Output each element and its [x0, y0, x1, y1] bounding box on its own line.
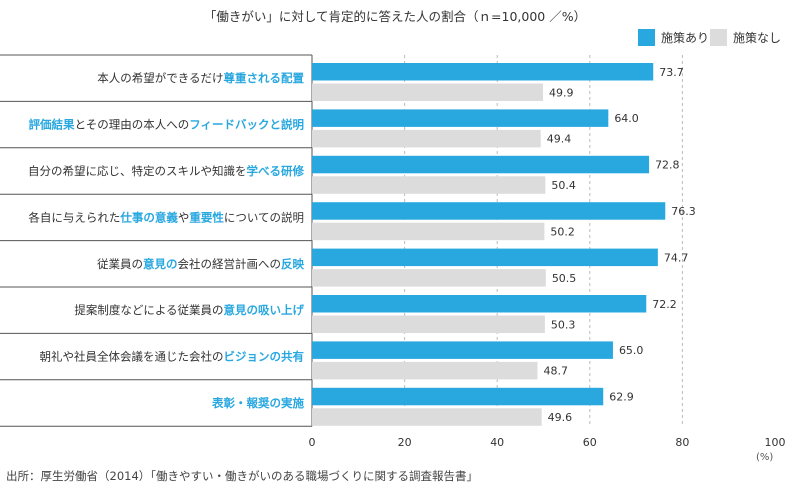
category-label-highlight: 意見の: [143, 257, 178, 271]
category-label-text: や: [178, 210, 190, 224]
category-label-text: とその理由の本人への: [75, 118, 190, 132]
bar-with-policy: [312, 341, 613, 359]
category-label: 従業員の意見の会社の経営計画への反映: [97, 257, 304, 271]
category-label-text: についての説明: [224, 210, 304, 224]
source-note: 出所：厚生労働省（2014）「働きやすい・働きがいのある職場づくりに関する調査報…: [6, 469, 479, 483]
bar-with-policy: [312, 63, 654, 81]
x-tick-label: 20: [398, 436, 412, 449]
category-label-highlight: 意見の吸い上げ: [224, 303, 305, 317]
category-label: 自分の希望に応じ、特定のスキルや知識を学べる研修: [28, 164, 304, 178]
category-label-text: 提案制度などによる従業員の: [74, 303, 223, 317]
bar-value-label: 65.0: [619, 344, 644, 357]
category-label-text: 各自に与えられた: [28, 210, 120, 224]
category-label-highlight: 尊重される配置: [224, 71, 305, 85]
category-label-text: 会社の経営計画への: [178, 257, 282, 271]
category-label: 表彰・報奨の実施: [211, 396, 304, 410]
bar-without-policy: [312, 176, 546, 194]
bar-value-label: 72.2: [652, 298, 677, 311]
bar-without-policy: [312, 361, 538, 380]
bar-value-label: 73.7: [659, 66, 684, 79]
bar-value-label: 72.8: [655, 159, 680, 172]
category-label-highlight: 評価結果: [29, 118, 75, 132]
bar-value-label: 49.4: [547, 133, 572, 146]
bar-value-label: 50.3: [551, 318, 576, 331]
category-label-highlight: フィードバックと説明: [189, 118, 304, 132]
bar-without-policy: [312, 222, 545, 241]
category-label: 各自に与えられた仕事の意義や重要性についての説明: [28, 210, 304, 224]
legend-item-with-policy: 施策あり: [638, 29, 709, 46]
category-label-text: 従業員の: [97, 257, 143, 271]
chart-title: 「働きがい」に対して肯定的に答えた人の割合（ｎ=10,000 ／%）: [203, 9, 587, 24]
bar-value-label: 49.9: [549, 86, 574, 99]
bar-value-label: 76.3: [671, 205, 696, 218]
bar-with-policy: [312, 248, 658, 267]
category-label-highlight: 反映: [281, 257, 304, 271]
bar-without-policy: [312, 269, 546, 287]
bar-value-label: 48.7: [543, 365, 568, 378]
x-tick-label: 60: [583, 436, 597, 449]
bar-value-label: 50.4: [551, 179, 576, 192]
category-label-highlight: 学べる研修: [247, 164, 305, 178]
category-label-highlight: 重要性: [189, 210, 224, 224]
category-label-highlight: 表彰・報奨の実施: [211, 396, 304, 410]
legend-swatch-without-policy: [710, 29, 727, 46]
bar-with-policy: [312, 202, 666, 220]
category-label-text: 自分の希望に応じ、特定のスキルや知識を: [28, 164, 247, 178]
x-tick-label: 100: [765, 436, 786, 449]
category-label: 提案制度などによる従業員の意見の吸い上げ: [74, 303, 304, 317]
category-label-text: 本人の希望ができるだけ: [97, 71, 223, 85]
legend-item-without-policy: 施策なし: [710, 29, 781, 46]
category-label-highlight: ビジョンの共有: [224, 350, 305, 364]
bar-without-policy: [312, 408, 542, 426]
category-label: 評価結果とその理由の本人へのフィードバックと説明: [29, 118, 304, 132]
x-tick-label: 40: [490, 436, 504, 449]
legend-label-with-policy: 施策あり: [661, 31, 710, 45]
bar-without-policy: [312, 315, 545, 333]
legend-label-without-policy: 施策なし: [733, 31, 782, 45]
x-tick-label: 80: [675, 436, 689, 449]
bar-value-label: 50.2: [550, 225, 575, 238]
category-label: 朝礼や社員全体会議を通じた会社のビジョンの共有: [40, 350, 305, 364]
category-label-highlight: 仕事の意義: [119, 210, 178, 224]
bar-without-policy: [312, 83, 544, 101]
x-tick-label: 0: [309, 436, 316, 449]
bar-without-policy: [312, 129, 541, 148]
bar-value-label: 74.7: [664, 251, 689, 264]
bar-value-label: 62.9: [609, 391, 634, 404]
bar-with-policy: [312, 295, 647, 313]
bar-with-policy: [312, 109, 609, 127]
category-label: 本人の希望ができるだけ尊重される配置: [97, 71, 304, 85]
bar-with-policy: [312, 387, 604, 406]
legend-swatch-with-policy: [638, 29, 655, 46]
bar-value-label: 64.0: [614, 112, 639, 125]
bar-value-label: 49.6: [548, 411, 573, 424]
bar-value-label: 50.5: [552, 272, 577, 285]
category-label-text: 朝礼や社員全体会議を通じた会社の: [40, 350, 224, 364]
bar-with-policy: [312, 155, 650, 174]
x-axis-unit: (%): [756, 452, 774, 463]
